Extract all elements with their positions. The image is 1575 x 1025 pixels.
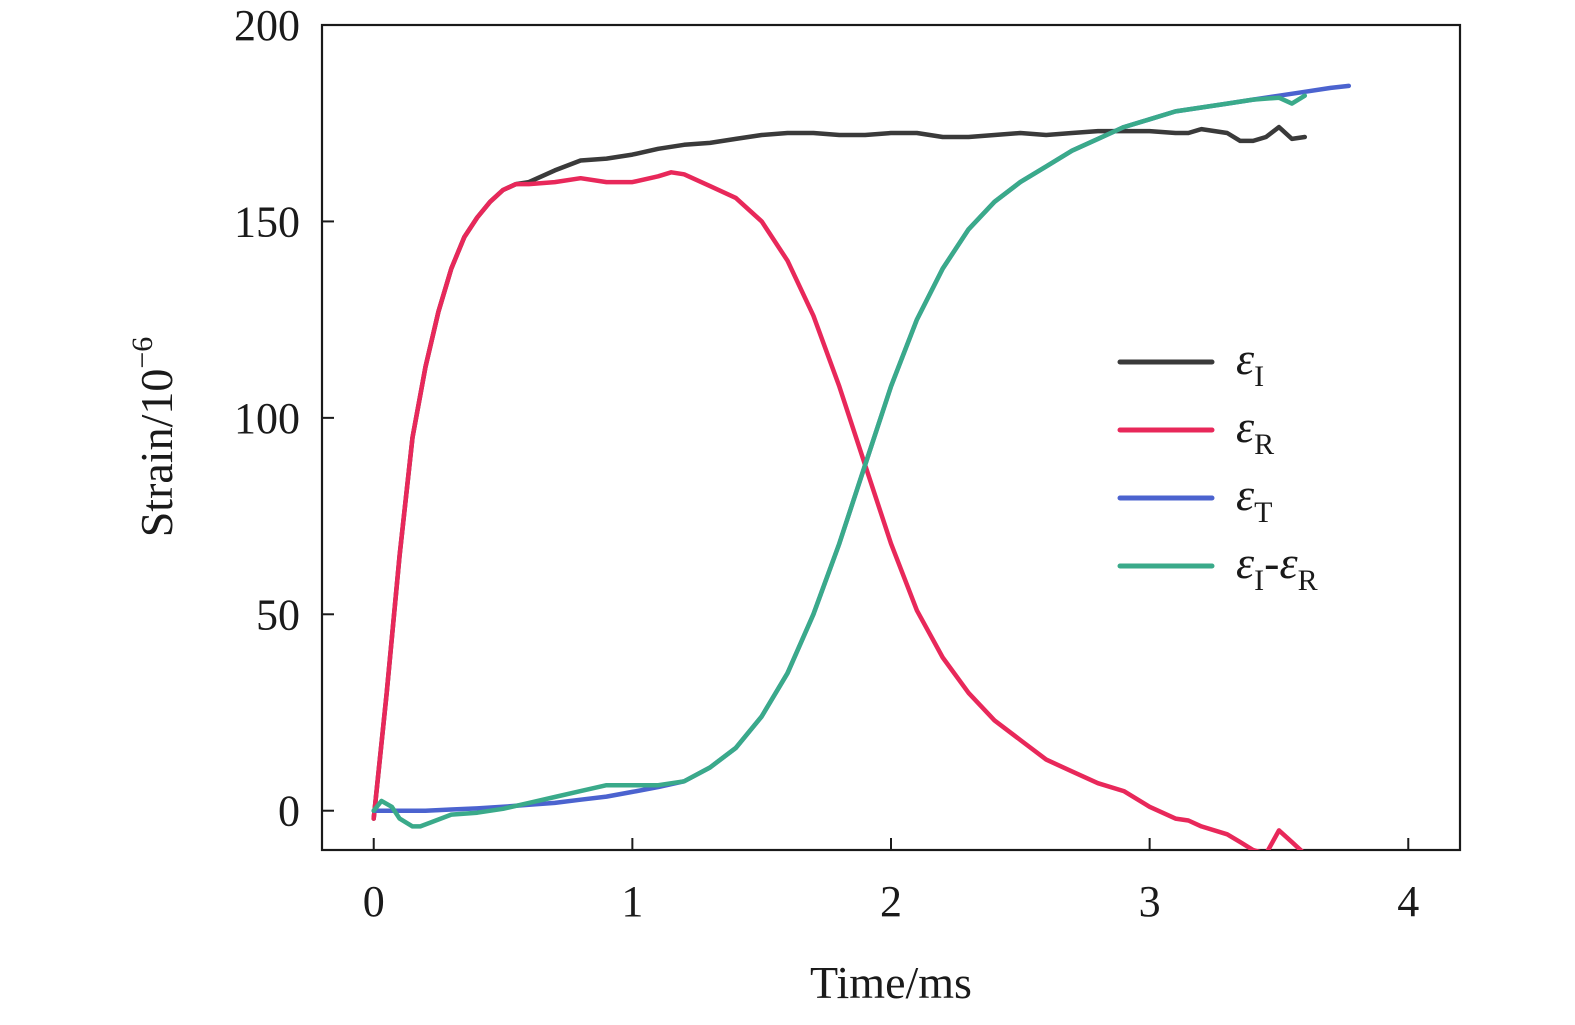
x-tick-label: 1 (621, 877, 643, 926)
series-layer (371, 83, 1352, 850)
x-tick-label: 4 (1397, 877, 1419, 926)
series-line-1 (371, 124, 1308, 821)
y-axis-title-exponent: −6 (126, 337, 159, 369)
legend-label: εT (1236, 469, 1272, 529)
legend: εI εR εT εI-εR (1117, 333, 1318, 597)
x-tick-label: 2 (880, 877, 902, 926)
x-axis-title: Time/ms (810, 957, 972, 1008)
plot-frame (320, 23, 1462, 852)
x-axis-ticks: 0 1 2 3 4 (363, 838, 1419, 926)
y-axis-title-text: Strain/10 (131, 369, 182, 538)
y-tick-label: 0 (278, 787, 300, 836)
legend-item-2: εR (1117, 401, 1274, 461)
series-line-2 (371, 170, 1304, 850)
series-line-4 (371, 93, 1308, 829)
legend-label: εI (1236, 333, 1264, 393)
legend-label: εR (1236, 401, 1274, 461)
legend-item-4: εI-εR (1117, 537, 1318, 597)
y-axis-ticks: 0 50 100 150 200 (234, 1, 334, 836)
y-tick-label: 150 (234, 197, 300, 246)
y-axis-title: Strain/10−6 (126, 337, 182, 538)
svg-text:Strain/10−6: Strain/10−6 (126, 337, 182, 538)
legend-item-3: εT (1117, 469, 1272, 529)
y-tick-label: 50 (256, 590, 300, 639)
x-tick-label: 3 (1139, 877, 1161, 926)
y-tick-label: 200 (234, 1, 300, 50)
y-tick-label: 100 (234, 394, 300, 443)
legend-label: εI-εR (1236, 537, 1318, 597)
x-tick-label: 0 (363, 877, 385, 926)
legend-item-1: εI (1117, 333, 1264, 393)
